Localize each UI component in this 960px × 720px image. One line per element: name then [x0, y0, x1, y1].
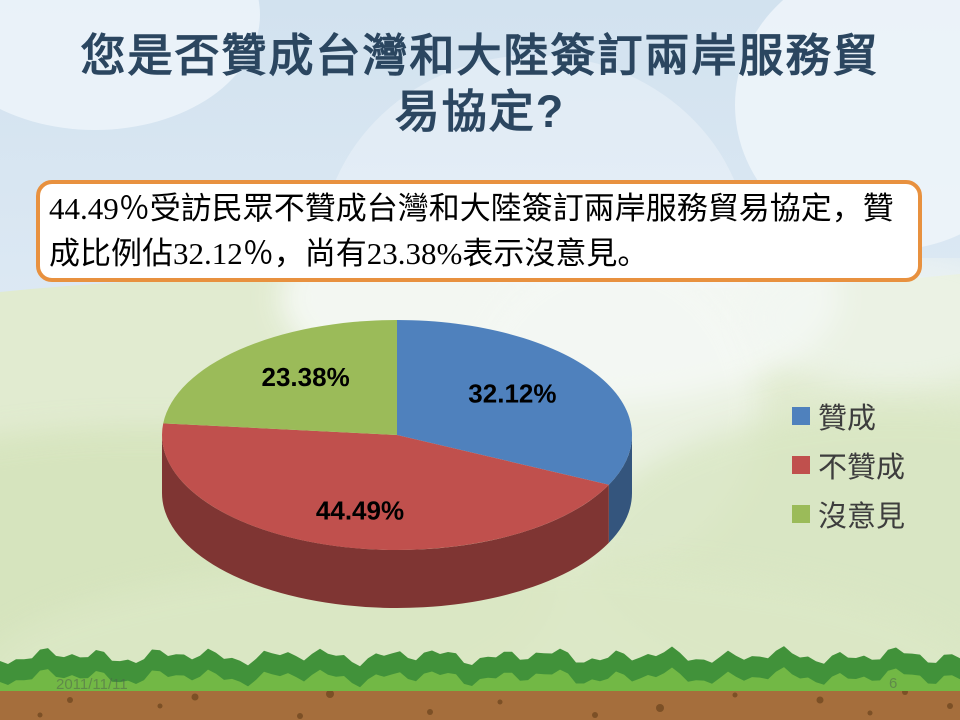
- grass-dark-layer: [0, 646, 960, 688]
- dirt-speckle: [157, 703, 163, 709]
- dirt-speckle: [191, 693, 199, 701]
- page-number: 6: [889, 675, 898, 692]
- legend-item-0: 贊成: [792, 396, 905, 436]
- slide-title: 您是否贊成台灣和大陸簽訂兩岸服務貿易協定?: [80, 30, 880, 137]
- dirt-speckle: [326, 690, 334, 698]
- legend-swatch-icon: [792, 407, 810, 425]
- legend-swatch-icon: [792, 505, 810, 523]
- dirt-speckle: [867, 710, 873, 716]
- dirt-speckle: [656, 704, 664, 712]
- pie-side-不贊成: [162, 435, 609, 608]
- legend-label: 不贊成: [818, 452, 906, 484]
- pie-slice-不贊成: [162, 423, 609, 550]
- legend-item-2: 沒意見: [792, 494, 905, 534]
- pie-slice-贊成: [397, 320, 632, 485]
- pie-side-贊成: [608, 435, 632, 543]
- dirt-speckle: [67, 697, 73, 703]
- dirt-speckle: [297, 713, 303, 719]
- chart-legend: 贊成 不贊成 沒意見: [792, 396, 905, 534]
- legend-item-1: 不贊成: [792, 445, 905, 485]
- dirt-speckle: [37, 712, 43, 718]
- dirt-speckle: [427, 709, 433, 715]
- pie-chart: 32.12% 44.49% 23.38%: [162, 320, 632, 608]
- dirt-speckle: [816, 696, 824, 704]
- dirt-speckle: [732, 692, 738, 698]
- pie-slice-沒意見: [163, 320, 397, 435]
- ground-strip: [0, 646, 960, 720]
- pie-data-label-不贊成: 44.49%: [316, 495, 404, 525]
- legend-swatch-icon: [792, 456, 810, 474]
- summary-text: 44.49％受訪民眾不贊成台灣和大陸簽訂兩岸服務貿易協定，贊成比例佔32.12％…: [49, 191, 894, 271]
- footer-date: 2011/11/11: [56, 676, 128, 693]
- legend-label: 贊成: [818, 403, 877, 435]
- dirt-speckle: [592, 712, 598, 718]
- pie-data-label-贊成: 32.12%: [468, 378, 556, 408]
- dirt-speckle: [497, 699, 503, 705]
- summary-callout: 44.49％受訪民眾不贊成台灣和大陸簽訂兩岸服務貿易協定，贊成比例佔32.12％…: [36, 180, 922, 282]
- pie-data-label-沒意見: 23.38%: [262, 362, 350, 392]
- dirt-speckle: [947, 703, 953, 709]
- legend-label: 沒意見: [818, 501, 906, 533]
